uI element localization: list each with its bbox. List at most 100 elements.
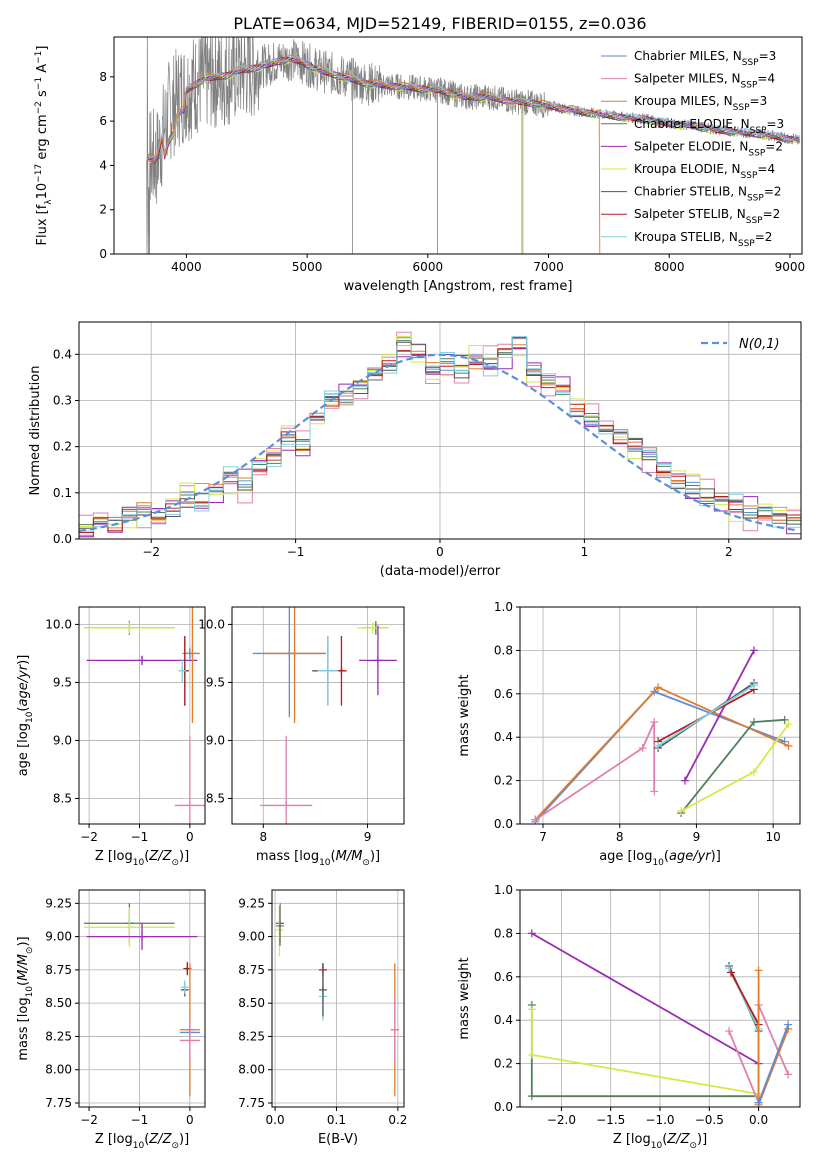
axis-label-part: 10: [133, 1141, 145, 1151]
axis-label-part: )]: [697, 1132, 707, 1147]
x-tick-label: 8: [259, 830, 267, 844]
weight-line-chabrier_miles: [757, 1024, 790, 1104]
y-tick-label: 4: [99, 158, 107, 172]
point-marker-chabrier_elodie: [275, 921, 284, 930]
weight-marker-kroupa_elodie: [749, 767, 758, 776]
x-tick-label: 9: [364, 830, 372, 844]
x-tick-label: −1.5: [596, 1113, 625, 1127]
panel-residuals: −2 −1 0 1 2 0.0 0.1 0.2 0.3 0.4 (data-model)/error…: [28, 321, 802, 579]
y-tick-label: 1.0: [494, 883, 513, 897]
x-tick-label: 2: [725, 545, 733, 559]
legend-label-suffix: =4: [757, 72, 775, 86]
weight-marker-kroupa_stelib: [749, 681, 758, 690]
point-marker-chabrier_stelib: [318, 985, 327, 994]
axis-label-part: Z [log: [613, 1132, 651, 1147]
x-tick-label: 5000: [292, 260, 323, 274]
legend-label-sub: SSP: [738, 239, 755, 249]
histogram-step-kroupa_elodie: [79, 336, 801, 529]
weight-marker-salpeter_miles: [638, 744, 647, 753]
weight-marker-kroupa_miles: [754, 966, 763, 975]
plot-area: [84, 903, 200, 1097]
legend-label-sub: SSP: [733, 103, 750, 113]
y-tick-label: 1.0: [494, 600, 513, 614]
panel-age_vs_Z: −2 −1 08.59.09.510.0Z [log10(Z/Z⊙)]age [lo…: [16, 606, 206, 868]
weight-marker-chabrier_elodie: [749, 718, 758, 727]
point-marker-salpeter_elodie: [138, 932, 146, 941]
x-tick-label: 9: [693, 830, 701, 844]
axis-label-part: ⊙: [362, 858, 370, 868]
axis-label-part: ⊙: [171, 1141, 179, 1151]
legend-label-salpeter_elodie: Salpeter ELODIE, NSSP=2: [634, 139, 783, 158]
weight-line-salpeter_miles: [534, 721, 656, 821]
y-tick-label: 0.2: [494, 1057, 513, 1071]
point-marker-salpeter_miles: [282, 801, 291, 810]
axis-label-part: M/M: [16, 954, 31, 981]
x-tick-label: 0: [436, 545, 444, 559]
y-tick-label: 0.0: [53, 532, 72, 546]
x-tick-label: 6000: [413, 260, 444, 274]
x-tick-label: −2.0: [547, 1113, 576, 1127]
legend-label-text: Salpeter MILES, N: [634, 72, 741, 86]
axis-label-part: (: [16, 707, 31, 712]
x-tick-label: 0.2: [388, 1113, 407, 1127]
weight-marker-salpeter_elodie: [749, 646, 758, 655]
axis-label-part: 10: [25, 986, 35, 998]
axis-label-part: 10: [651, 1141, 663, 1151]
legend-label-sub: SSP: [747, 194, 764, 204]
axes-frame: [231, 606, 405, 825]
axis-label-part: Z [log: [95, 1132, 133, 1147]
axis-label-part: erg cm: [35, 114, 50, 163]
weight-marker-chabrier_miles: [784, 1020, 793, 1029]
y-tick-label: 0.4: [53, 347, 72, 361]
x-axis-label: Z [log10(Z/Z⊙)]: [95, 849, 189, 868]
point-marker-salpeter_miles: [390, 1025, 399, 1034]
legend-label-chabrier_elodie: Chabrier ELODIE, NSSP=3: [634, 117, 784, 136]
weight-marker-kroupa_stelib: [725, 964, 734, 973]
axis-label-part: 10: [35, 183, 50, 200]
model-spectrum-kroupa_miles: [147, 54, 601, 254]
axis-label-part: (: [144, 849, 149, 864]
point-marker-salpeter_elodie: [373, 656, 382, 665]
x-tick-label: −2: [142, 545, 160, 559]
weight-marker-kroupa_elodie: [784, 720, 793, 729]
axis-label-part: mass [log: [256, 849, 319, 864]
legend-label-text: Chabrier ELODIE, N: [634, 117, 750, 131]
y-tick-label: 0.0: [494, 1100, 513, 1114]
weight-marker-salpeter_stelib: [726, 968, 735, 977]
y-tick-label: 8.50: [238, 996, 265, 1010]
axis-label-part: 10: [25, 711, 35, 723]
y-axis-label: mass [log10(M/M⊙)]: [16, 936, 35, 1060]
legend-label-sub: SSP: [741, 171, 758, 181]
axis-label-part: λ: [44, 199, 54, 205]
point-marker-kroupa_miles: [290, 649, 299, 658]
y-tick-label: 8.75: [45, 963, 72, 977]
weight-line-chabrier_miles: [534, 690, 786, 823]
x-axis-label: Z [log10(Z/Z⊙)]: [95, 1132, 189, 1151]
axis-label-part: )]: [16, 936, 31, 946]
axes-frame: [78, 889, 206, 1108]
axis-label-part: Z/Z: [148, 849, 172, 864]
plot-area: [527, 929, 793, 1107]
point-marker-kroupa_stelib: [323, 666, 332, 675]
x-axis-label: (data-model)/error: [380, 564, 501, 579]
y-tick-label: 8.25: [45, 1029, 72, 1043]
x-tick-label: 0.1: [327, 1113, 346, 1127]
point-marker-kroupa_elodie: [125, 923, 134, 932]
y-axis-label: age [log10(age/yr)]: [16, 655, 35, 777]
y-tick-label: 0.8: [494, 643, 513, 657]
y-tick-label: 9.0: [206, 733, 225, 747]
y-tick-label: 9.5: [206, 675, 225, 689]
axis-label-part: age/yr: [669, 849, 712, 864]
axis-label-part: ⊙: [689, 1141, 697, 1151]
legend-label-suffix: =3: [759, 49, 777, 63]
y-tick-label: 9.00: [45, 930, 72, 944]
weight-marker-salpeter_elodie: [680, 776, 689, 785]
legend-label-chabrier_stelib: Chabrier STELIB, NSSP=2: [634, 185, 782, 204]
axis-label-part: age [log: [599, 849, 652, 864]
y-tick-label: 0.6: [494, 687, 513, 701]
y-tick-label: 7.75: [238, 1096, 265, 1110]
figure-title: PLATE=0634, MJD=52149, FIBERID=0155, z=0…: [233, 14, 646, 33]
